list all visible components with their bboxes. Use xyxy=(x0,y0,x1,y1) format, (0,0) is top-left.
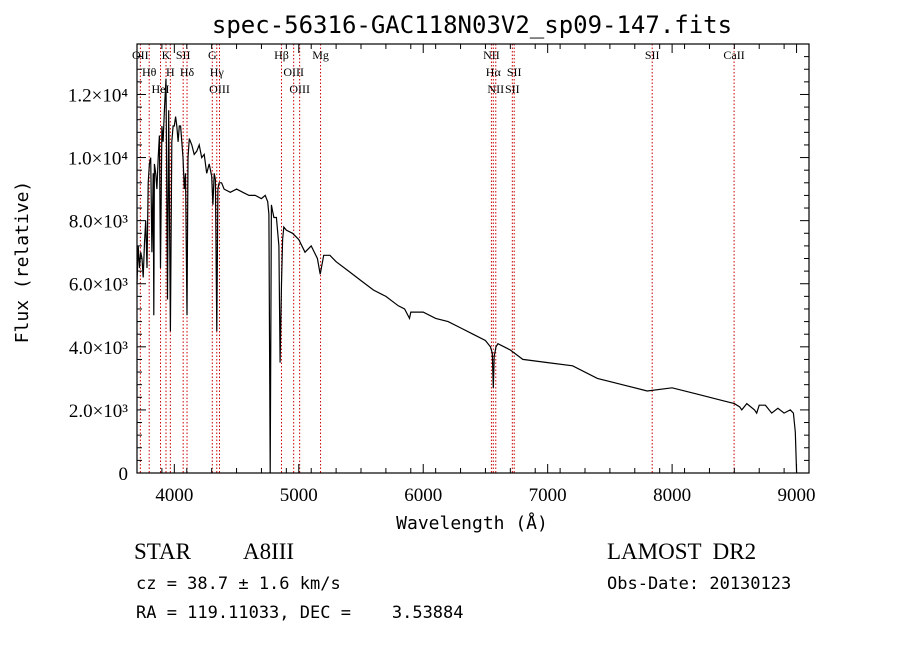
y-axis-label: Flux (relative) xyxy=(12,181,33,344)
x-tick-label: 8000 xyxy=(653,485,691,506)
x-axis-label: Wavelength (Å) xyxy=(396,512,548,534)
coordinates: RA = 119.11033, DEC = 3.53884 xyxy=(136,603,464,623)
line-marker-label: SII xyxy=(645,48,660,62)
line-marker-label: OIII xyxy=(283,65,304,79)
object-subclass: A8III xyxy=(243,539,295,564)
observation-date: Obs-Date: 20130123 xyxy=(607,574,792,594)
line-marker-label: Hδ xyxy=(180,65,195,79)
object-class: STAR xyxy=(134,539,191,564)
line-marker-label: Hγ xyxy=(210,65,225,79)
y-tick-label: 6.0×10³ xyxy=(69,275,128,296)
x-tick-label: 9000 xyxy=(778,485,816,506)
chart-title: spec-56316-GAC118N03V2_sp09-147.fits xyxy=(212,11,732,39)
y-tick-label: 8.0×10³ xyxy=(69,212,128,233)
line-marker-label: SII xyxy=(507,65,522,79)
line-marker-label: H xyxy=(166,65,175,79)
line-marker-label: SII xyxy=(505,82,520,96)
y-tick-label: 2.0×10³ xyxy=(69,401,128,422)
line-marker-label: G xyxy=(208,48,217,62)
x-tick-label: 7000 xyxy=(529,485,567,506)
x-tick-label: 6000 xyxy=(404,485,442,506)
line-marker-label: Mg xyxy=(312,48,329,62)
y-tick-label: 0 xyxy=(119,464,129,485)
line-marker-label: OIII xyxy=(209,82,230,96)
line-marker-label: OII xyxy=(132,48,149,62)
plot-frame xyxy=(136,43,810,474)
line-marker-label: K xyxy=(162,48,171,62)
y-tick-label: 1.0×10⁴ xyxy=(68,149,128,170)
spectrum-line xyxy=(136,78,798,474)
line-marker-label: CaII xyxy=(723,48,744,62)
x-tick-label: 4000 xyxy=(155,485,193,506)
line-marker-label: OIII xyxy=(289,82,310,96)
x-axis-ticks: 4000 5000 6000 7000 8000 9000 xyxy=(136,44,816,506)
line-marker-label: NII xyxy=(483,48,500,62)
line-marker-label: Hθ xyxy=(142,65,157,79)
line-markers xyxy=(139,44,735,473)
line-marker-label: NII xyxy=(487,82,504,96)
y-tick-label: 1.2×10⁴ xyxy=(68,85,128,106)
line-marker-label: SII xyxy=(176,48,191,62)
redshift-value: cz = 38.7 ± 1.6 km/s xyxy=(136,574,341,594)
survey-name: LAMOST DR2 xyxy=(607,539,757,564)
y-tick-label: 4.0×10³ xyxy=(69,338,128,359)
line-marker-label: HeI xyxy=(152,82,170,96)
y-axis-ticks: 0 2.0×10³ 4.0×10³ 6.0×10³ 8.0×10³ 1.0×10⁴ 1.2×… xyxy=(68,56,809,485)
line-marker-label: Hβ xyxy=(274,48,289,62)
x-tick-label: 5000 xyxy=(280,485,318,506)
line-marker-label: Hα xyxy=(486,65,502,79)
